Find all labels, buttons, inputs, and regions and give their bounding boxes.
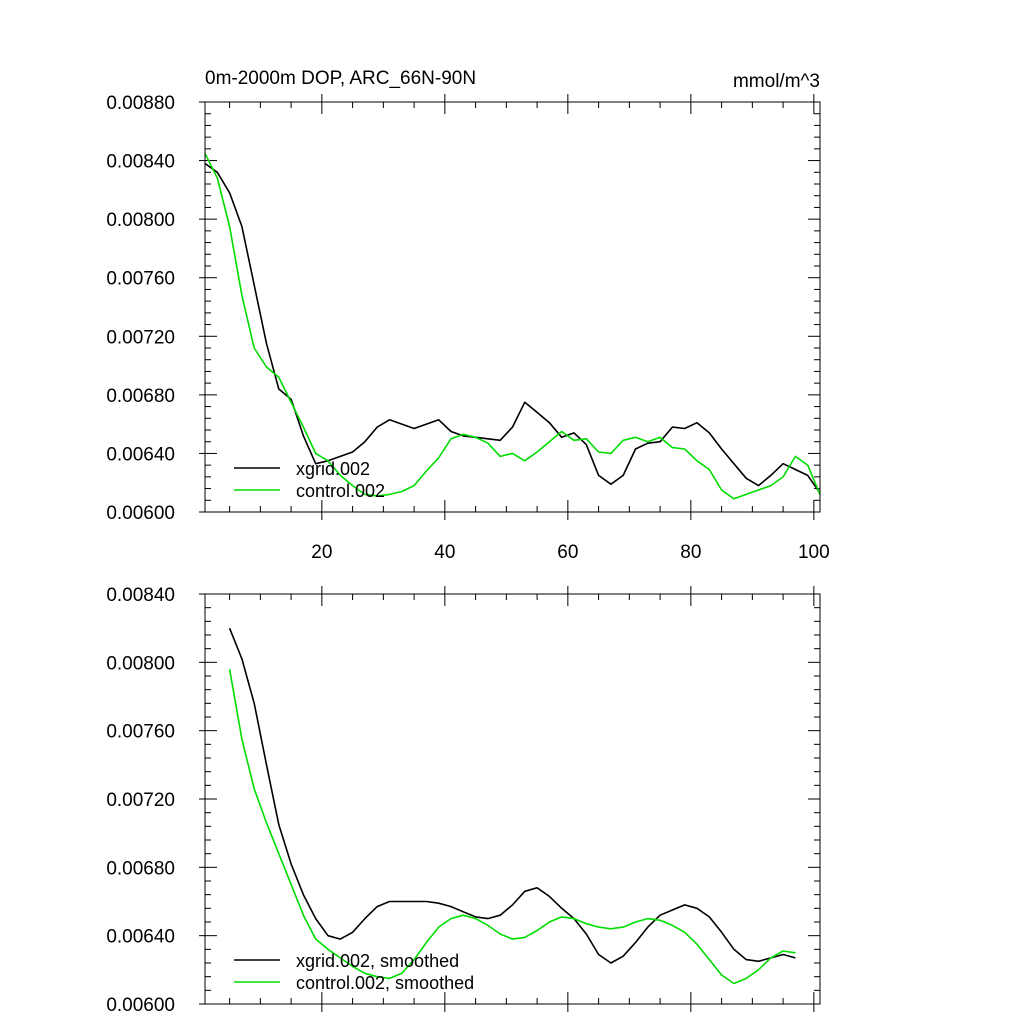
y-tick-label: 0.00600 xyxy=(106,503,175,524)
y-tick-label: 0.00600 xyxy=(106,995,175,1016)
x-tick-label: 100 xyxy=(798,542,830,563)
series-line-xgrid xyxy=(204,162,821,494)
y-tick-label: 0.00760 xyxy=(106,269,175,290)
y-tick-label: 0.00760 xyxy=(106,722,175,743)
bottom-series-lines xyxy=(228,627,796,985)
legend-label: xgrid.002 xyxy=(296,459,370,479)
y-tick-label: 0.00800 xyxy=(106,653,175,674)
x-tick-label: 20 xyxy=(311,542,332,563)
legend-label: xgrid.002, smoothed xyxy=(296,951,459,971)
top-x-tick-labels: 20 40 60 80 100 xyxy=(311,542,829,563)
y-tick-label: 0.00640 xyxy=(106,927,175,948)
y-tick-label: 0.00720 xyxy=(106,327,175,348)
legend-label: control.002 xyxy=(296,481,385,501)
y-tick-label: 0.00680 xyxy=(106,858,175,879)
top-panel: 0m-2000m DOP, ARC_66N-90N mmol/m^3 0.006… xyxy=(106,68,829,563)
top-y-tick-labels: 0.00600 0.00640 0.00680 0.00720 0.00760 0.008… xyxy=(106,93,175,524)
legend-label: control.002, smoothed xyxy=(296,973,474,993)
chart-title: 0m-2000m DOP, ARC_66N-90N xyxy=(205,68,476,89)
y-tick-label: 0.00720 xyxy=(106,790,175,811)
y-tick-label: 0.00840 xyxy=(106,152,175,173)
x-tick-label: 40 xyxy=(434,542,455,563)
y-tick-label: 0.00880 xyxy=(106,93,175,114)
top-series-lines xyxy=(204,152,821,500)
units-label: mmol/m^3 xyxy=(733,71,820,92)
y-tick-label: 0.00840 xyxy=(106,585,175,606)
series-line-control xyxy=(204,152,821,500)
x-tick-label: 80 xyxy=(680,542,701,563)
top-plot-frame xyxy=(204,101,821,513)
bottom-y-tick-labels: 0.00600 0.00640 0.00680 0.00720 0.00760 0.008… xyxy=(106,585,175,1016)
y-tick-label: 0.00640 xyxy=(106,444,175,465)
series-line-xgrid xyxy=(228,627,796,964)
bottom-axis-ticks xyxy=(199,586,820,1012)
bottom-plot-frame xyxy=(204,593,821,1005)
y-tick-label: 0.00680 xyxy=(106,386,175,407)
bottom-panel: 0.00600 0.00640 0.00680 0.00720 0.00760 0.008… xyxy=(106,585,821,1016)
x-tick-label: 60 xyxy=(557,542,578,563)
series-line-control xyxy=(228,669,796,985)
y-tick-label: 0.00800 xyxy=(106,210,175,231)
